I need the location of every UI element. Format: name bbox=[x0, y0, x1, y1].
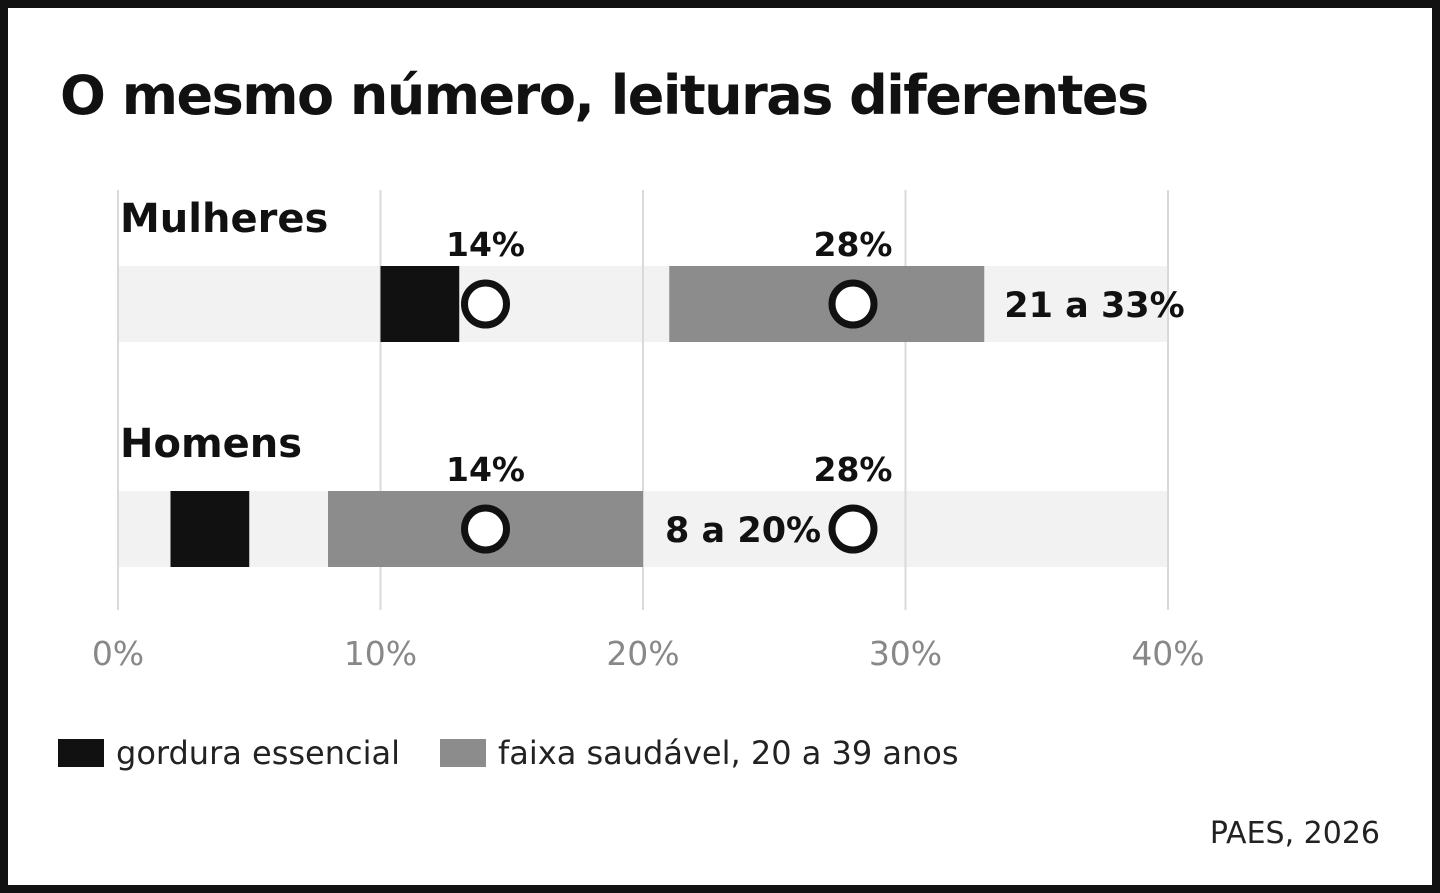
x-axis-ticks: 0% 10% 20% 30% 40% bbox=[92, 634, 1205, 673]
reading-marker bbox=[461, 279, 510, 329]
essential-fat-bar bbox=[380, 266, 460, 342]
x-tick-label: 20% bbox=[606, 634, 679, 673]
reading-marker-label: 28% bbox=[814, 450, 893, 489]
legend-item-healthy: faixa saudável, 20 a 39 anos bbox=[440, 734, 959, 772]
reading-marker-label: 28% bbox=[814, 225, 893, 264]
essential-fat-bar bbox=[170, 491, 250, 567]
reading-marker-label: 14% bbox=[446, 450, 525, 489]
source-note: PAES, 2026 bbox=[1209, 816, 1380, 851]
x-tick-label: 30% bbox=[869, 634, 942, 673]
reading-marker bbox=[828, 279, 878, 329]
legend-swatch-essential bbox=[58, 739, 104, 767]
healthy-range-label: 8 a 20% bbox=[665, 511, 821, 551]
healthy-range-bar bbox=[669, 266, 985, 342]
reading-marker bbox=[828, 504, 878, 554]
chart-title: O mesmo número, leituras diferentes bbox=[60, 64, 1149, 127]
chart-frame: O mesmo número, leituras diferentes 0% 10… bbox=[8, 8, 1432, 885]
legend: gordura essencial faixa saudável, 20 a 3… bbox=[58, 734, 999, 772]
legend-swatch-healthy bbox=[440, 739, 486, 767]
healthy-range-label: 21 a 33% bbox=[1004, 286, 1184, 326]
row-homens: Homens 8 a 20% 14% 28% bbox=[120, 421, 893, 567]
row-label: Mulheres bbox=[120, 196, 328, 242]
row-mulheres: Mulheres 21 a 33% 14% 28% bbox=[120, 196, 1185, 342]
legend-label-essential: gordura essencial bbox=[116, 734, 400, 772]
legend-label-healthy: faixa saudável, 20 a 39 anos bbox=[498, 734, 959, 772]
x-tick-label: 10% bbox=[344, 634, 417, 673]
legend-item-essential: gordura essencial bbox=[58, 734, 400, 772]
x-tick-label: 40% bbox=[1131, 634, 1204, 673]
reading-marker bbox=[461, 504, 510, 554]
x-tick-label: 0% bbox=[92, 634, 144, 673]
row-label: Homens bbox=[120, 421, 302, 467]
reading-marker-label: 14% bbox=[446, 225, 525, 264]
